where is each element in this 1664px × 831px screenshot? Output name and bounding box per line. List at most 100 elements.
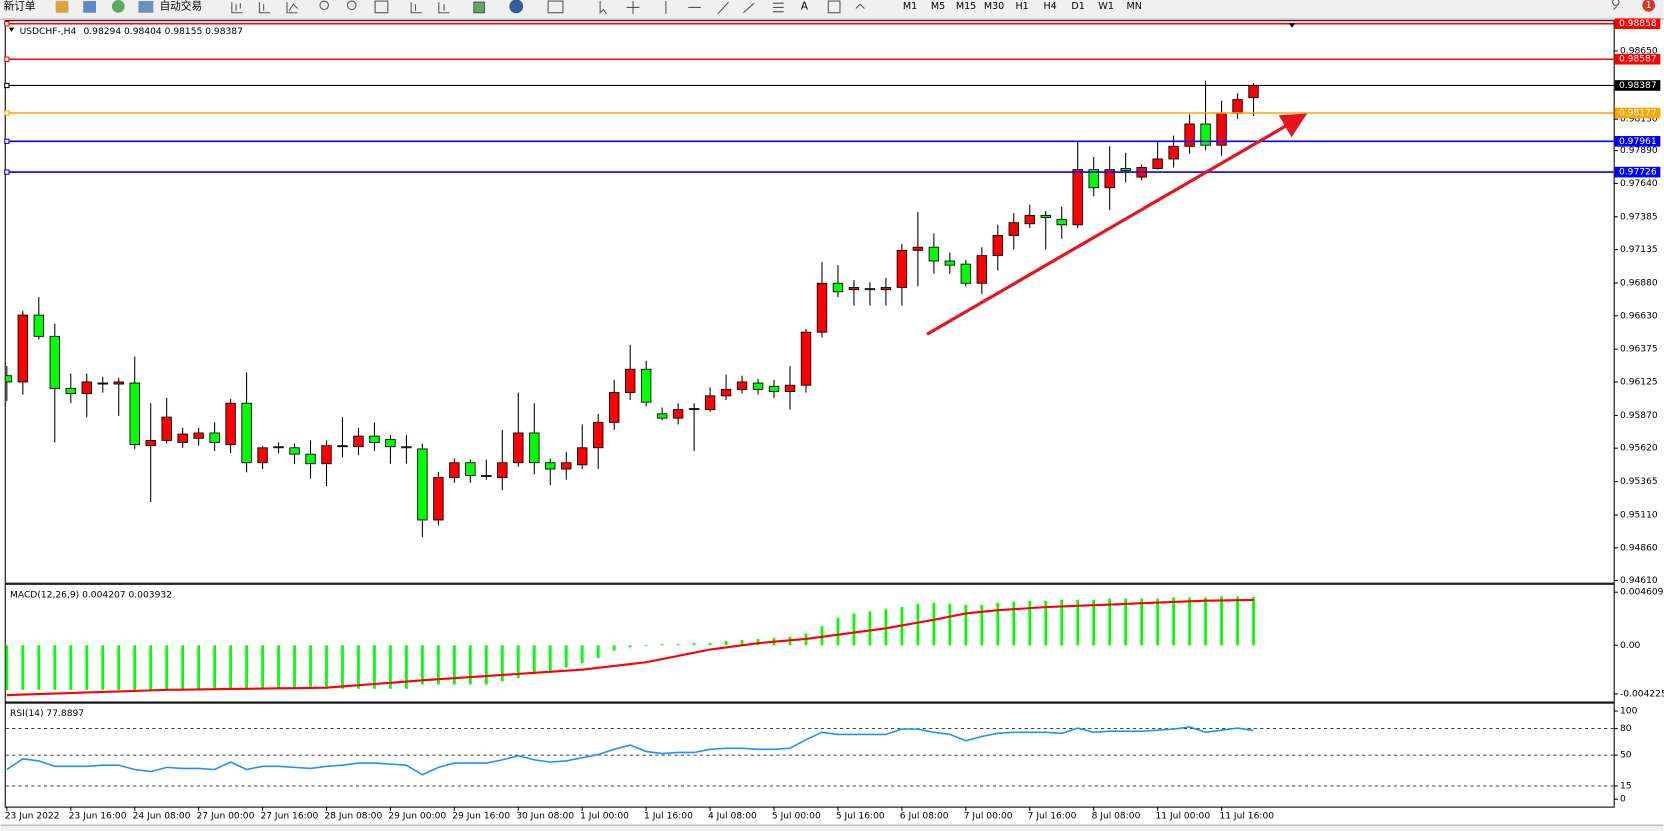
icon[interactable] xyxy=(438,2,450,14)
icon[interactable] xyxy=(258,2,271,14)
macd-bar xyxy=(868,611,872,646)
macd-bar xyxy=(628,645,632,648)
icon[interactable] xyxy=(509,0,524,14)
macd-bar xyxy=(852,613,856,646)
macd-bar xyxy=(85,645,89,690)
y-tick-label: 0.96375 xyxy=(1620,345,1658,355)
x-tick-label: 7 Jul 00:00 xyxy=(964,812,1013,822)
icon[interactable] xyxy=(319,0,329,11)
y-tick-label: 0.98650 xyxy=(1620,46,1658,56)
icon[interactable] xyxy=(55,1,69,13)
macd-bar xyxy=(5,645,9,690)
icon[interactable] xyxy=(827,0,841,14)
macd-bar xyxy=(612,645,616,651)
icon[interactable] xyxy=(665,1,784,15)
candle-body xyxy=(800,331,812,386)
candle-body xyxy=(1168,145,1179,160)
icon[interactable] xyxy=(374,0,389,14)
timeframe-button[interactable]: H1 xyxy=(1015,1,1028,12)
icon[interactable] xyxy=(231,2,243,14)
macd-header: MACD(12,26,9) 0.004207 0.003932 xyxy=(10,590,172,600)
autotrade-button[interactable]: 自动交易 xyxy=(160,0,202,12)
macd-bar xyxy=(484,645,488,685)
icon[interactable] xyxy=(346,0,357,11)
candle-body xyxy=(704,395,716,411)
macd-bar xyxy=(373,645,376,689)
macd-bar xyxy=(1220,596,1223,646)
price-line-handle xyxy=(4,138,10,144)
macd-bar xyxy=(101,645,105,690)
macd-bar xyxy=(580,645,584,664)
x-tick-label: 29 Jun 00:00 xyxy=(388,812,446,822)
candle-body xyxy=(912,246,924,251)
candle-body xyxy=(129,382,140,446)
rsi-plot xyxy=(5,726,1614,787)
tool-icons xyxy=(231,0,1620,15)
timeframe-button[interactable]: M30 xyxy=(984,1,1004,12)
candle-body xyxy=(177,433,188,443)
candle-body xyxy=(752,382,764,390)
macd-bar xyxy=(421,645,424,685)
candle-body xyxy=(417,448,428,521)
search-icon[interactable] xyxy=(1612,0,1620,10)
icon[interactable] xyxy=(286,2,299,14)
icon[interactable] xyxy=(473,1,485,14)
timeframe-button[interactable]: H4 xyxy=(1043,1,1056,12)
icon[interactable] xyxy=(599,1,607,15)
candle-body xyxy=(1152,158,1163,169)
y-tick-label: 0.96125 xyxy=(1620,377,1658,387)
macd-bar xyxy=(1124,598,1128,646)
rsi-value: 77.8897 xyxy=(46,709,84,719)
candle-body xyxy=(593,421,604,449)
candle-body xyxy=(848,287,860,291)
candle-body xyxy=(768,385,780,392)
macd-bar xyxy=(1140,598,1144,646)
price-label: 0.98177 xyxy=(1619,108,1657,118)
candle-body xyxy=(49,335,60,389)
candle-body xyxy=(1072,169,1083,226)
timeframe-button[interactable]: D1 xyxy=(1071,1,1084,12)
macd-bar xyxy=(165,645,169,690)
candle-body xyxy=(656,413,668,419)
y-tick-label: 0.97640 xyxy=(1620,179,1658,189)
y-tick-label: 0.98130 xyxy=(1620,115,1658,125)
price-label-box xyxy=(1614,166,1661,178)
macd-bar xyxy=(724,641,728,646)
x-tick-label: 11 Jul 16:00 xyxy=(1219,812,1274,822)
icon[interactable] xyxy=(626,1,640,14)
notification-badge[interactable] xyxy=(1642,0,1656,12)
y-tick-label: 0.97135 xyxy=(1620,245,1658,255)
candle-body xyxy=(640,368,652,403)
macd-bar xyxy=(245,645,248,689)
timeframe-button[interactable]: M1 xyxy=(903,1,917,12)
new-order-button[interactable]: 新订单 xyxy=(4,0,36,12)
candle-body xyxy=(193,432,204,439)
macd-bar xyxy=(37,645,41,690)
y-tick-label: 0.97385 xyxy=(1620,212,1658,222)
macd-bar xyxy=(53,645,57,690)
macd-bar xyxy=(708,643,712,646)
candle-body xyxy=(17,314,29,383)
candle-body xyxy=(1200,123,1211,146)
x-tick-label: 11 Jul 00:00 xyxy=(1156,812,1211,822)
candle-body xyxy=(481,475,492,477)
icon[interactable]: A xyxy=(801,0,809,12)
timeframe-button[interactable]: M15 xyxy=(956,1,976,12)
icon[interactable] xyxy=(138,1,154,13)
icon[interactable] xyxy=(410,2,422,14)
timeframe-button[interactable]: W1 xyxy=(1098,1,1114,12)
icon[interactable] xyxy=(547,0,564,14)
icon[interactable] xyxy=(83,1,96,13)
macd-bar xyxy=(405,645,408,689)
macd-bar xyxy=(532,645,536,674)
timeframe-button[interactable]: M5 xyxy=(931,1,945,12)
high-value: 0.98404 xyxy=(124,26,162,36)
toolbar-bg xyxy=(0,0,1664,20)
timeframe-button[interactable]: MN xyxy=(1126,1,1141,12)
icon[interactable] xyxy=(111,0,125,13)
low-value: 0.98155 xyxy=(165,26,203,36)
macd-bar xyxy=(660,644,664,646)
icon[interactable] xyxy=(855,3,865,9)
